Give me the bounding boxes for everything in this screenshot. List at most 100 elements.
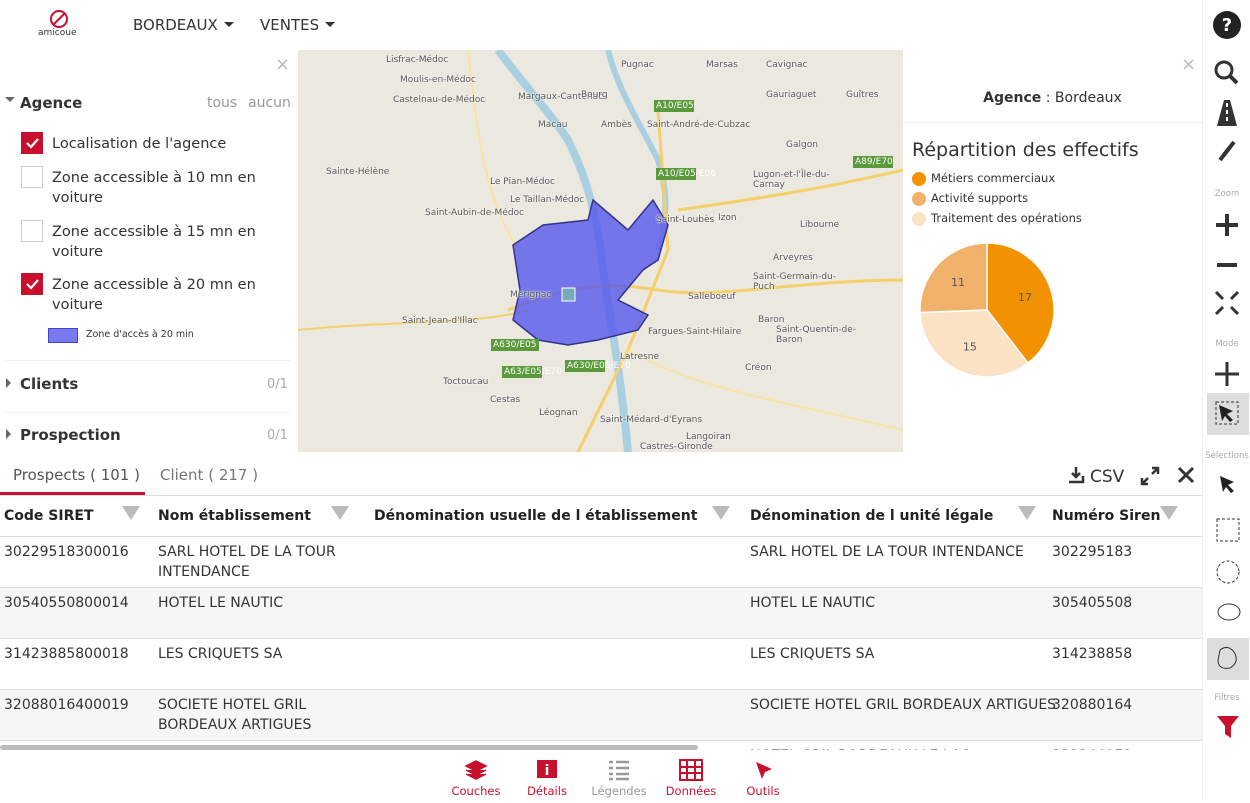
legend-swatch bbox=[48, 328, 78, 343]
select-none[interactable]: aucun bbox=[248, 95, 291, 111]
toolbar-section: Zoom bbox=[1214, 189, 1240, 199]
filter-icon[interactable] bbox=[1018, 506, 1036, 529]
agency-key: Agence bbox=[983, 90, 1042, 106]
legend-label: Zone d'accès à 20 min bbox=[86, 329, 194, 340]
nav-label[interactable]: Couches bbox=[451, 784, 501, 798]
filter-icon[interactable] bbox=[122, 506, 140, 529]
map-label: Galgon bbox=[786, 140, 818, 150]
row[interactable] bbox=[0, 587, 1202, 638]
row[interactable] bbox=[0, 689, 1202, 740]
checkbox[interactable] bbox=[21, 273, 43, 295]
close-button[interactable]: × bbox=[1181, 54, 1197, 75]
road-label: A630/E05 bbox=[491, 339, 539, 351]
tab[interactable]: Client ( 217 ) bbox=[160, 466, 259, 484]
details-panel: × Agence : Bordeaux Répartition des effe… bbox=[903, 50, 1202, 452]
tab-bar: Prospects ( 101 ) Client ( 217 ) CSV bbox=[0, 452, 1202, 495]
export-icon[interactable] bbox=[1067, 464, 1085, 484]
row[interactable] bbox=[0, 536, 1202, 587]
menu[interactable]: VENTES bbox=[260, 16, 335, 34]
road-label: A630/E05/E70 bbox=[565, 360, 631, 372]
nav-label[interactable]: Outils bbox=[746, 784, 780, 798]
filter-icon[interactable] bbox=[1160, 506, 1178, 529]
map-background bbox=[298, 50, 903, 452]
map-label: Sainte-Hélène bbox=[326, 167, 390, 177]
map-label: Latresne bbox=[620, 352, 660, 362]
agency-sep: : bbox=[1045, 90, 1051, 106]
nav-label[interactable]: Détails bbox=[527, 784, 567, 798]
map-label: Saint-Loubès bbox=[656, 215, 715, 225]
expand-icon[interactable] bbox=[1140, 466, 1160, 486]
map-label: Ambès bbox=[601, 120, 632, 130]
nav-icon: i bbox=[537, 760, 557, 779]
toolbar: ? Zoom Mode Sélections Filtres bbox=[1202, 0, 1250, 799]
map-label: Salleboeuf bbox=[688, 292, 736, 302]
csv-button[interactable]: CSV bbox=[1090, 467, 1125, 487]
map-label: Bourg bbox=[581, 90, 608, 100]
pie-chart: 17 15 11 bbox=[919, 242, 1055, 378]
cell: HOTEL LE NAUTIC bbox=[750, 595, 876, 611]
cell: SARL HOTEL DE LA TOUR INTENDANCE bbox=[158, 544, 336, 580]
cell: 30229518300016 bbox=[4, 544, 129, 560]
nav-label[interactable]: Légendes bbox=[591, 784, 647, 798]
logo-icon bbox=[50, 10, 68, 28]
map-label: Castelnau-de-Médoc bbox=[393, 95, 486, 105]
chart-title: Répartition des effectifs bbox=[912, 139, 1139, 161]
nav-label[interactable]: Données bbox=[665, 784, 717, 798]
cell: 320880164 bbox=[1052, 697, 1133, 713]
cell: 314238858 bbox=[1052, 646, 1133, 662]
map-label: Moulis-en-Médoc bbox=[400, 75, 476, 85]
map-label: Lugon-et-l'Île-du-Carnay bbox=[753, 170, 830, 190]
legend-label: Traitement des opérations bbox=[931, 211, 1082, 225]
checkbox[interactable] bbox=[21, 132, 43, 154]
group-title[interactable]: Prospection bbox=[20, 426, 121, 444]
cell: LES CRIQUETS SA bbox=[158, 646, 283, 662]
map-label: Margaux-Cantenac bbox=[518, 92, 604, 102]
map-label: Guîtres bbox=[846, 90, 879, 100]
close-button[interactable]: × bbox=[275, 54, 291, 75]
cell: SARL HOTEL DE LA TOUR INTENDANCE bbox=[750, 544, 1024, 560]
layer-label: Zone accessible à 10 mn en voiture bbox=[52, 170, 256, 206]
column-header[interactable]: Nom établissement bbox=[158, 508, 311, 524]
menu[interactable]: BORDEAUX bbox=[133, 16, 234, 34]
nav-icon bbox=[464, 760, 488, 780]
select-all[interactable]: tous bbox=[207, 95, 238, 111]
checkbox[interactable] bbox=[21, 166, 43, 188]
group-title[interactable]: Agence bbox=[20, 94, 83, 112]
data-table: Code SIRET Nom établissement Dénomination … bbox=[0, 495, 1202, 750]
column-header[interactable]: Code SIRET bbox=[4, 508, 94, 524]
cell: SOCIETE HOTEL GRIL BORDEAUX ARTIGUES bbox=[750, 697, 1057, 713]
map-label: Saint-Aubin-de-Médoc bbox=[425, 208, 525, 218]
road-label: A10/E05/E06 bbox=[656, 168, 716, 180]
group-title[interactable]: Clients bbox=[20, 375, 79, 393]
map-label: Saint-Jean-d'Illac bbox=[402, 316, 478, 326]
map-label: Cavignac bbox=[766, 60, 808, 70]
filter-icon[interactable] bbox=[712, 506, 730, 529]
column-header[interactable]: Dénomination usuelle de l établissement bbox=[374, 508, 698, 524]
checkbox[interactable] bbox=[21, 220, 43, 242]
column-header[interactable]: Dénomination de l unité légale bbox=[750, 508, 994, 524]
road-label: A63/E05/E70 bbox=[502, 366, 562, 378]
legend-swatch bbox=[912, 192, 926, 206]
column-header[interactable]: Numéro Siren bbox=[1052, 508, 1161, 524]
legend-label: Activité supports bbox=[931, 191, 1029, 205]
agency-line: Agence : Bordeaux bbox=[903, 90, 1202, 106]
scrollbar[interactable] bbox=[0, 745, 698, 750]
svg-text:i: i bbox=[545, 763, 550, 779]
map-label: Baron bbox=[758, 315, 785, 325]
map-label: Arveyres bbox=[773, 253, 813, 263]
pie-slice bbox=[919, 309, 1030, 378]
map-label: Léognan bbox=[539, 408, 578, 418]
road-label: A89/E70 bbox=[853, 156, 893, 168]
map-label: Izon bbox=[718, 213, 737, 223]
map[interactable]: Lisfrac-Médoc Moulis-en-Médoc Pugnac Marsas… bbox=[298, 50, 903, 452]
map-label: Fargues-Saint-Hilaire bbox=[648, 327, 742, 337]
row[interactable] bbox=[0, 638, 1202, 689]
close-icon[interactable] bbox=[1177, 466, 1195, 484]
layer-label: Localisation de l'agence bbox=[52, 136, 227, 152]
layer-label: Zone accessible à 15 mn en voiture bbox=[52, 224, 256, 260]
filter-icon[interactable] bbox=[331, 506, 349, 529]
toolbar-icons: ? bbox=[1207, 11, 1249, 738]
map-label: Macau bbox=[538, 120, 568, 130]
cell: 302295183 bbox=[1052, 544, 1133, 560]
tab[interactable]: Prospects ( 101 ) bbox=[13, 466, 140, 484]
